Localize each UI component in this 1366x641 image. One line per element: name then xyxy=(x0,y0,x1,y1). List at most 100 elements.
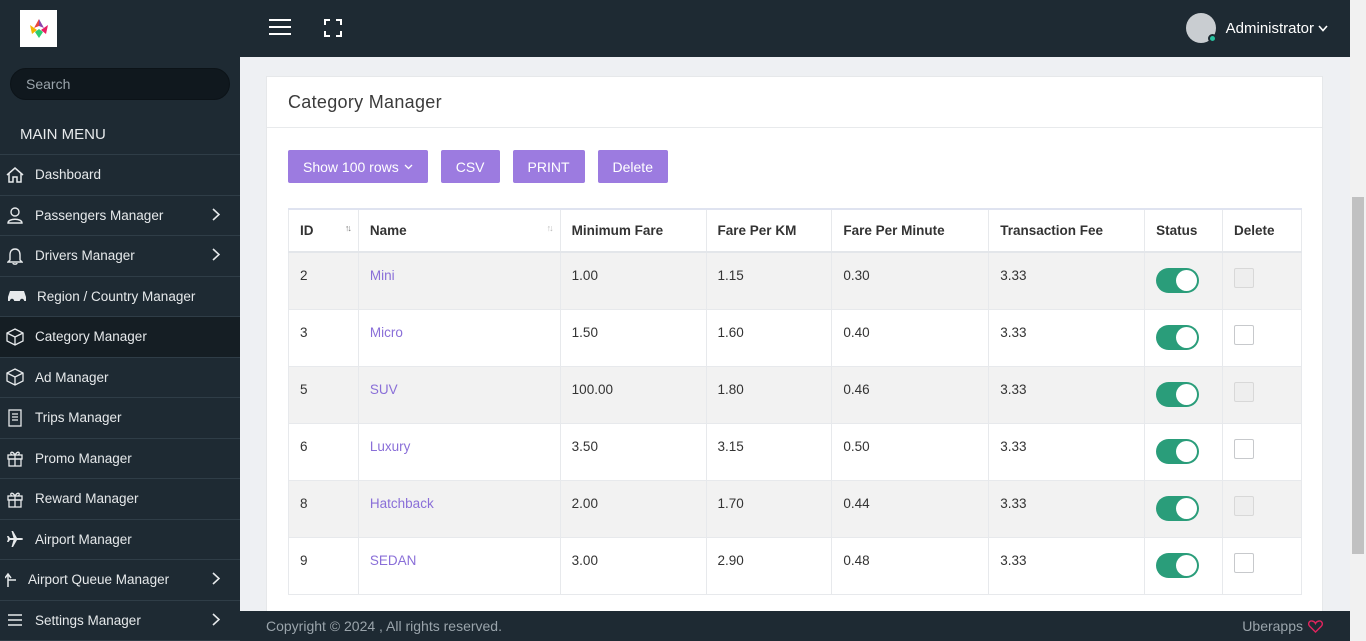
status-toggle[interactable] xyxy=(1156,495,1200,521)
category-name-link[interactable]: Hatchback xyxy=(357,479,561,538)
sidebar-item-settings[interactable]: Settings Manager xyxy=(0,601,240,641)
column-header-delete: Delete xyxy=(1222,208,1302,253)
cell-transaction-fee: 3.33 xyxy=(988,251,1146,310)
user-menu[interactable]: Administrator xyxy=(1185,13,1328,43)
sidebar-item-promo[interactable]: Promo Manager xyxy=(0,439,240,479)
sidebar-item-reward[interactable]: Reward Manager xyxy=(0,479,240,520)
cell-id: 5 xyxy=(288,365,359,424)
cell-fare-per-km: 1.15 xyxy=(705,251,833,310)
gift-icon xyxy=(4,489,26,509)
cell-minimum-fare: 2.00 xyxy=(559,479,707,538)
cell-status xyxy=(1144,422,1224,481)
table-header-row: ID ↑↓ Name ↑↓ Minimum Fare Fare Per KM Far… xyxy=(288,208,1302,253)
print-button[interactable]: PRINT xyxy=(512,150,585,183)
cell-status xyxy=(1144,251,1224,310)
sidebar-item-label: Ad Manager xyxy=(35,369,109,385)
bell-icon xyxy=(4,246,26,266)
sidebar-item-label: Passengers Manager xyxy=(35,207,164,223)
category-name-link[interactable]: Micro xyxy=(357,308,561,367)
fullscreen-icon[interactable] xyxy=(324,19,342,37)
menu-icon xyxy=(4,610,26,630)
cell-delete xyxy=(1222,365,1302,424)
cell-delete xyxy=(1222,479,1302,538)
sidebar-item-label: Airport Manager xyxy=(35,531,132,547)
cell-delete xyxy=(1222,422,1302,481)
csv-button[interactable]: CSV xyxy=(440,150,500,183)
cell-fare-per-minute: 0.44 xyxy=(831,479,990,538)
delete-checkbox[interactable] xyxy=(1234,438,1255,459)
chevron-down-icon xyxy=(1318,19,1328,37)
cell-fare-per-minute: 0.48 xyxy=(831,536,990,595)
cell-id: 6 xyxy=(288,422,359,481)
delete-checkbox[interactable] xyxy=(1234,552,1255,573)
cell-minimum-fare: 1.00 xyxy=(559,251,707,310)
table-row: 2 Mini 1.00 1.15 0.30 3.33 xyxy=(288,251,1302,310)
scrollbar-thumb[interactable] xyxy=(1352,197,1364,554)
category-name-link[interactable]: Luxury xyxy=(357,422,561,481)
sidebar-item-dashboard[interactable]: Dashboard xyxy=(0,155,240,196)
sidebar-item-region[interactable]: Region / Country Manager xyxy=(0,277,240,317)
cell-minimum-fare: 100.00 xyxy=(559,365,707,424)
table-row: 6 Luxury 3.50 3.15 0.50 3.33 xyxy=(288,422,1302,481)
hamburger-icon[interactable] xyxy=(269,18,291,36)
sidebar-item-ad[interactable]: Ad Manager xyxy=(0,358,240,398)
category-name-link[interactable]: Mini xyxy=(357,251,561,310)
sidebar-item-label: Category Manager xyxy=(35,329,147,345)
brand-link[interactable]: Uberapps xyxy=(1242,618,1303,634)
cell-delete xyxy=(1222,308,1302,367)
show-rows-button[interactable]: Show 100 rows xyxy=(288,150,428,183)
show-rows-label: Show 100 rows xyxy=(303,158,399,175)
table-row: 5 SUV 100.00 1.80 0.46 3.33 xyxy=(288,365,1302,424)
sidebar-item-label: Promo Manager xyxy=(35,450,132,466)
sidebar-item-label: Settings Manager xyxy=(35,612,141,628)
sidebar-item-drivers[interactable]: Drivers Manager xyxy=(0,236,240,277)
cell-minimum-fare: 3.50 xyxy=(559,422,707,481)
sidebar-item-trips[interactable]: Trips Manager xyxy=(0,398,240,439)
category-table: ID ↑↓ Name ↑↓ Minimum Fare Fare Per KM Far… xyxy=(288,208,1302,595)
user-name: Administrator xyxy=(1225,19,1314,37)
category-name-link[interactable]: SUV xyxy=(357,365,561,424)
arrow-up-icon xyxy=(4,570,18,590)
cell-status xyxy=(1144,536,1224,595)
delete-checkbox[interactable] xyxy=(1234,268,1255,288)
delete-button[interactable]: Delete xyxy=(597,150,668,183)
column-header-name[interactable]: Name ↑↓ xyxy=(357,208,561,253)
cell-fare-per-km: 1.60 xyxy=(705,308,833,367)
user-icon xyxy=(4,205,26,225)
cell-fare-per-km: 2.90 xyxy=(705,536,833,595)
cell-transaction-fee: 3.33 xyxy=(988,365,1146,424)
page-scrollbar[interactable] xyxy=(1350,0,1366,641)
table-toolbar: Show 100 rows CSV PRINT Delete xyxy=(288,150,681,183)
table-row: 8 Hatchback 2.00 1.70 0.44 3.33 xyxy=(288,479,1302,538)
status-toggle[interactable] xyxy=(1156,268,1200,293)
delete-checkbox[interactable] xyxy=(1234,495,1255,516)
cube-icon xyxy=(4,327,26,347)
sidebar-item-label: Drivers Manager xyxy=(35,248,135,264)
cell-fare-per-minute: 0.46 xyxy=(831,365,990,424)
cell-transaction-fee: 3.33 xyxy=(988,479,1146,538)
cell-delete xyxy=(1222,536,1302,595)
chevron-down-icon xyxy=(404,164,413,170)
delete-checkbox[interactable] xyxy=(1234,381,1255,402)
delete-checkbox[interactable] xyxy=(1234,324,1255,345)
sidebar-item-label: Airport Queue Manager xyxy=(28,572,170,588)
sidebar-item-category[interactable]: Category Manager xyxy=(0,317,240,358)
heart-icon xyxy=(1308,619,1323,633)
search-input[interactable]: Search xyxy=(10,68,230,100)
table-row: 9 SEDAN 3.00 2.90 0.48 3.33 xyxy=(288,536,1302,595)
app-logo[interactable] xyxy=(20,10,57,47)
sidebar-item-airport-queue[interactable]: Airport Queue Manager xyxy=(0,560,240,601)
cube-icon xyxy=(4,367,26,387)
sidebar: Search MAIN MENU Dashboard Passengers Ma… xyxy=(0,0,240,641)
category-name-link[interactable]: SEDAN xyxy=(357,536,561,595)
copyright-text: Copyright © 2024 , All rights reserved. xyxy=(266,618,502,634)
car-icon xyxy=(4,286,30,306)
sidebar-item-airport[interactable]: Airport Manager xyxy=(0,520,240,560)
table-row: 3 Micro 1.50 1.60 0.40 3.33 xyxy=(288,308,1302,367)
column-header-id[interactable]: ID ↑↓ xyxy=(288,208,359,253)
status-toggle[interactable] xyxy=(1156,552,1200,578)
status-toggle[interactable] xyxy=(1156,324,1200,350)
status-toggle[interactable] xyxy=(1156,381,1200,407)
sidebar-item-passengers[interactable]: Passengers Manager xyxy=(0,196,240,236)
status-toggle[interactable] xyxy=(1156,438,1200,464)
